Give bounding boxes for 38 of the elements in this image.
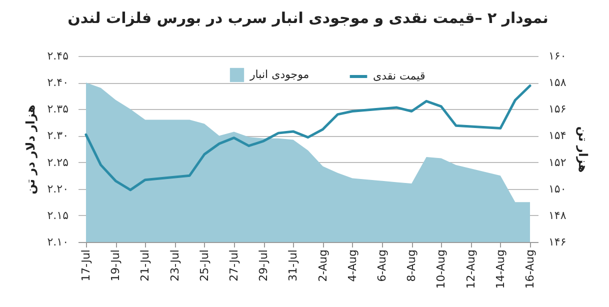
y2-tick-label: ۱۵۰: [548, 182, 566, 196]
x-tick-label: 12-Aug: [464, 250, 478, 289]
x-tick-label: 31-Jul: [286, 250, 300, 282]
line-series: [84, 84, 532, 192]
y-tick-label: ۲.۴۵: [47, 50, 69, 62]
y2-axis-title: هزار تن: [576, 126, 590, 173]
y2-tick-label: ۱۴۸: [548, 208, 566, 222]
y-tick-label: ۲.۳۵: [47, 102, 69, 116]
y2-tick-label: ۱۵۴: [548, 129, 566, 142]
y-tick-label: ۲.۴۰: [47, 76, 68, 90]
y2-tick-label: ۱۵۲: [548, 156, 566, 169]
x-tick-label: 2-Aug: [316, 250, 330, 282]
y-axis-title: هزار دلار در تن: [23, 104, 38, 194]
y-tick-label: ۲.۱۵: [47, 208, 69, 222]
legend-label: قیمت نقدی: [373, 70, 426, 82]
x-tick-label: 10-Aug: [434, 250, 448, 289]
legend-label: موجودی انبار: [249, 68, 310, 81]
x-tick-label: 25-Jul: [198, 250, 211, 282]
x-tick-label: 27-Jul: [228, 250, 240, 282]
x-tick-label: 6-Aug: [376, 250, 388, 282]
x-tick-label: 14-Aug: [494, 250, 507, 289]
y2-tick-label: ۱۵۸: [548, 76, 566, 90]
x-tick-label: 16-Aug: [524, 250, 536, 289]
y-tick-label: ۲.۳۰: [47, 129, 68, 142]
x-tick-label: 17-Jul: [80, 250, 92, 282]
y-tick-label: ۲.۲۰: [47, 182, 68, 196]
y2-tick-label: ۱۵۶: [548, 102, 566, 116]
x-tick-label: 19-Jul: [109, 250, 122, 282]
y2-tick-label: ۱۴۶: [548, 236, 566, 248]
x-tick-label: 21-Jul: [138, 250, 152, 282]
x-tick-label: 4-Aug: [346, 250, 359, 282]
y2-tick-label: ۱۶۰: [548, 50, 566, 62]
y-tick-label: ۲.۱۰: [47, 236, 68, 248]
x-tick-label: 29-Jul: [257, 250, 270, 282]
chart-title: نمودار ۲ –قیمت نقدی و موجودی انبار سرب در بورس فلزات لندن: [68, 9, 548, 27]
x-tick-label: 8-Aug: [405, 250, 418, 282]
y-tick-label: ۲.۲۵: [47, 156, 69, 169]
x-tick-label: 23-Jul: [168, 250, 182, 282]
